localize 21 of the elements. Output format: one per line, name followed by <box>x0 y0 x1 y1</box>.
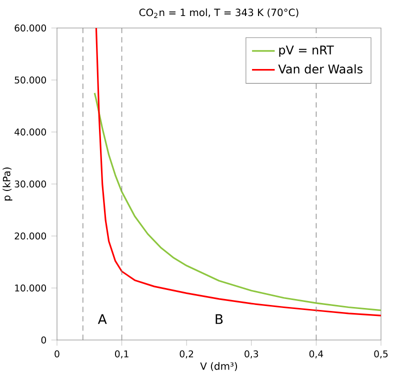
legend-label: pV = nRT <box>279 46 334 57</box>
x-tick-label: 0,1 <box>115 350 128 358</box>
legend-label: Van der Waals <box>278 64 362 74</box>
chart-title: CO$_{2}$n = 1 mol, T = 343 K (70°C) <box>139 8 298 18</box>
y-tick-label: 50.000 <box>14 76 46 84</box>
y-axis-title: p (kPa) <box>2 168 12 200</box>
y-tick-label: 40.000 <box>14 128 46 136</box>
x-tick-label: 0,5 <box>374 350 388 358</box>
y-tick-label: 30.000 <box>14 180 46 188</box>
y-tick-label: 20.000 <box>14 232 46 240</box>
y-tick-label: 0 <box>41 336 46 344</box>
annotation: B <box>216 314 223 324</box>
y-tick-label: 10.000 <box>15 284 46 292</box>
y-tick-label: 60.000 <box>14 24 46 32</box>
x-tick-label: 0,4 <box>309 350 324 358</box>
annotation: A <box>98 314 107 324</box>
x-tick-label: 0,2 <box>180 350 194 358</box>
line-series <box>94 92 381 312</box>
x-tick-label: 0,3 <box>244 350 258 358</box>
x-axis-title: V (dm³) <box>200 362 238 372</box>
x-tick-label: 0 <box>54 350 60 358</box>
